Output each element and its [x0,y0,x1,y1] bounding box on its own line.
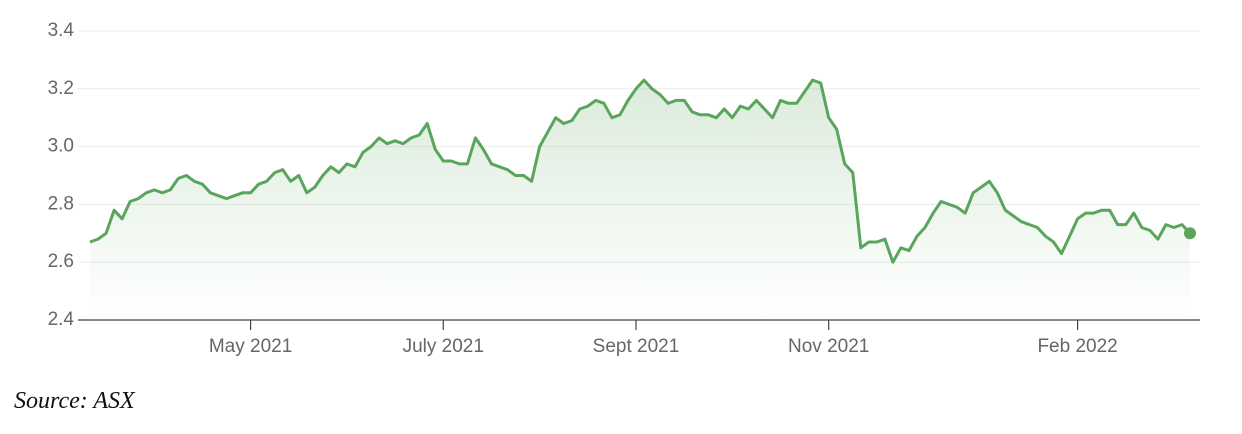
y-tick-label: 2.4 [48,309,75,330]
y-tick-label: 2.8 [48,193,74,214]
y-tick-label: 3.4 [48,20,75,41]
y-tick-label: 3.0 [48,136,74,157]
x-tick-label: May 2021 [209,336,292,357]
chart: 2.4 2.6 2.8 3.0 3.2 3.4 May 2021 July 2021 Sept … [48,20,1200,357]
end-point [1184,227,1196,240]
line [89,78,1192,264]
x-tick-label: Feb 2022 [1037,336,1117,357]
area [90,80,1190,320]
x-tick-label: July 2021 [403,336,484,357]
y-tick-label: 2.6 [48,251,74,272]
y-tick-label: 3.2 [48,78,74,99]
x-tick-label: Sept 2021 [593,336,680,357]
source-note: Source: ASX [14,388,135,414]
x-tick-label: Nov 2021 [788,336,869,357]
